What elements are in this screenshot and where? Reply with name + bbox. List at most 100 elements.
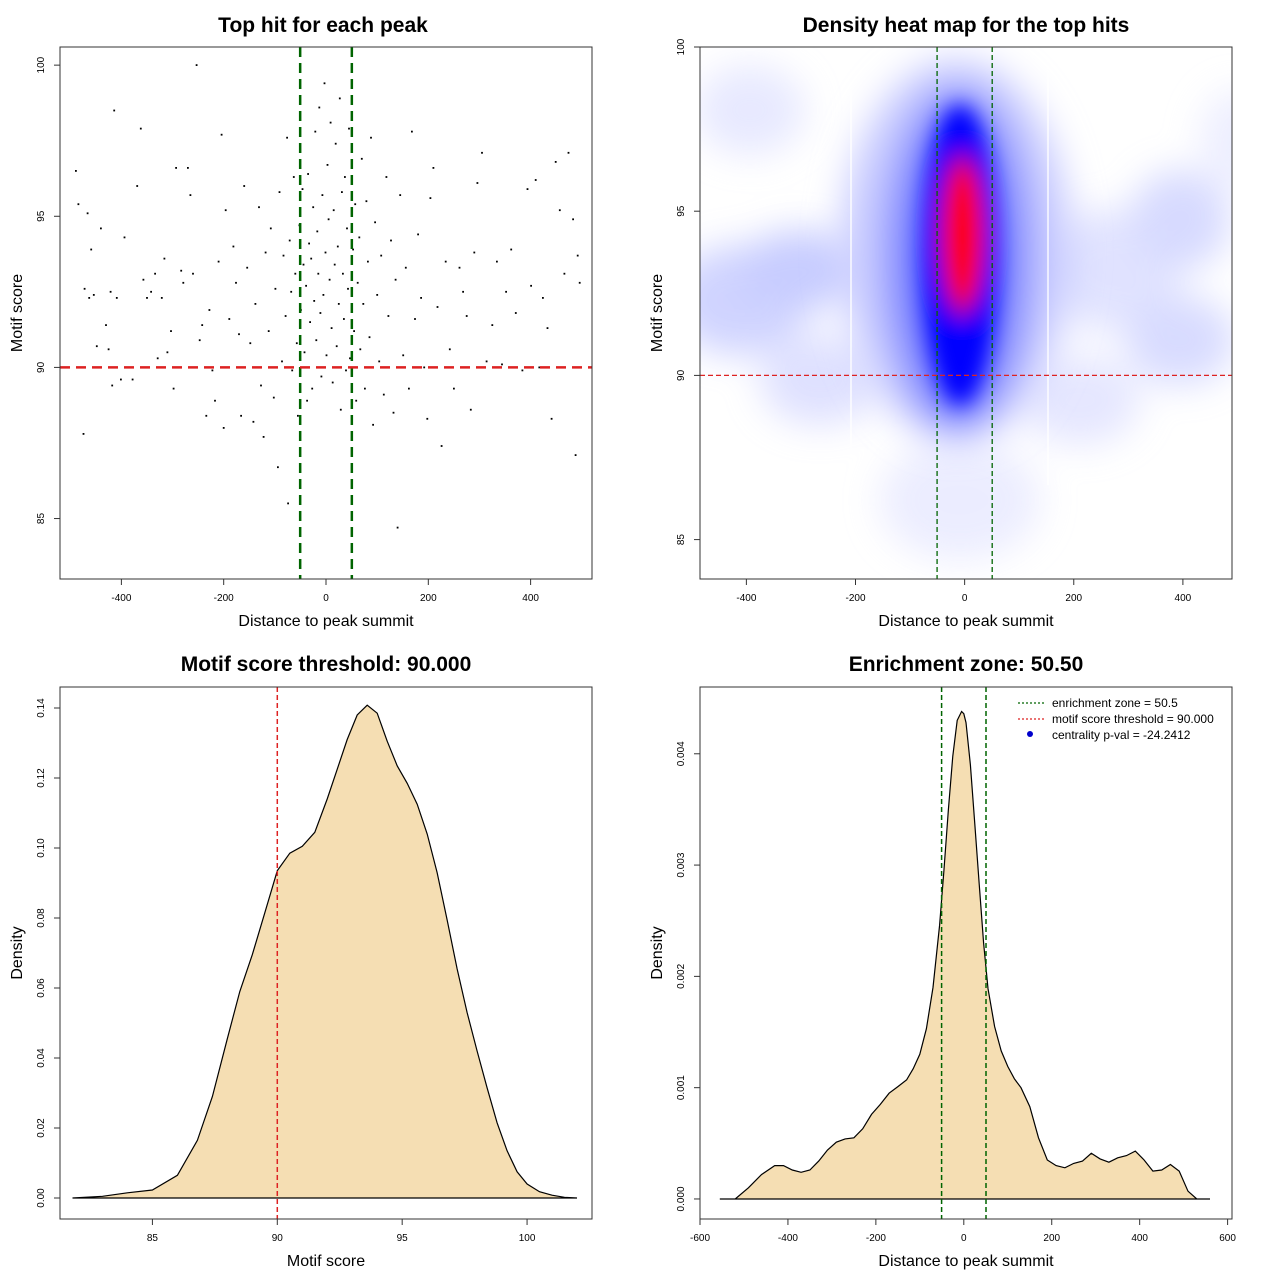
scatter-point [354,203,357,206]
scatter-point [267,330,270,332]
scatter-point [360,157,363,160]
scatter-point [465,315,468,317]
scatter-point [131,378,134,381]
x-tick-label: 200 [420,593,437,604]
scatter-point [476,182,479,184]
x-tick-label: 600 [1219,1233,1236,1244]
scatter-point [404,266,407,269]
scatter-point [303,351,306,354]
scatter-point [322,294,325,296]
scatter-point [306,399,308,402]
scatter-point [175,167,177,169]
scatter-point [321,194,324,196]
scatter-point [462,290,464,293]
scatter-point [282,254,285,257]
scatter-point [325,354,328,357]
x-tick-label: 100 [519,1233,536,1244]
scatter-point [327,218,330,221]
scatter-point [290,290,293,293]
scatter-point [362,303,365,305]
scatter-points [75,64,581,529]
x-tick-label: -200 [845,593,865,604]
y-tick-label: 0.00 [36,1188,47,1208]
scatter-point [367,260,369,263]
legend-label-threshold: motif score threshold = 90.000 [1052,712,1214,726]
scatter-point [286,136,288,139]
motif-density-chart: Motif score threshold: 90.000 85 90 95 100 … [9,653,593,1270]
scatter-point [345,369,347,372]
scatter-point [320,375,323,378]
scatter-point [365,200,368,203]
y-tick-label: 85 [676,534,687,546]
legend-key-pval [1027,731,1033,737]
scatter-point [262,436,265,438]
x-axis-label: Distance to peak summit [878,1253,1054,1270]
scatter-point [423,366,426,369]
scatter-point [302,263,305,266]
scatter-point [396,526,399,529]
chart-title: Top hit for each peak [218,14,428,37]
scatter-point [294,272,297,275]
scatter-point [355,399,358,402]
scatter-point [214,399,216,402]
y-tick-label: 0.06 [36,978,47,998]
scatter-point [308,242,310,245]
chart-title: Motif score threshold: 90.000 [181,653,472,676]
scatter-point [90,248,93,251]
scatter-point [154,272,156,275]
scatter-point [281,360,283,363]
scatter-point [440,445,443,447]
scatter-point [343,318,345,320]
scatter-point [100,227,102,230]
y-tick-label: 95 [676,205,687,217]
scatter-point [505,290,507,293]
scatter-point [432,167,435,169]
scatter-point [333,263,336,266]
scatter-point [277,466,279,469]
scatter-point [429,197,432,199]
scatter-point [180,269,183,272]
scatter-point [254,303,257,305]
scatter-point [331,381,334,384]
scatter-point [307,173,309,175]
y-tick-label: 0.14 [36,698,47,718]
legend: enrichment zone = 50.5 motif score thres… [1018,696,1214,742]
y-tick-label: 0.004 [676,741,687,766]
scatter-point [272,396,275,399]
scatter-point [378,360,381,363]
heatmap-chart: Density heat map for the top hits [649,14,1233,630]
x-tick-label: -400 [111,593,131,604]
y-tick-label: 90 [36,361,47,373]
scatter-point [341,191,343,193]
x-tick-label: 90 [272,1233,284,1244]
scatter-point [372,423,374,426]
scatter-point [567,151,570,154]
scatter-point [163,257,166,260]
scatter-point [264,251,267,254]
scatter-point [120,378,122,381]
scatter-point [414,318,416,320]
scatter-point [317,272,320,275]
scatter-point [376,294,379,296]
scatter-point [92,294,95,296]
scatter-point [287,502,289,505]
scatter-point [542,297,544,299]
scatter-point [496,260,498,263]
scatter-point [359,348,362,351]
scatter-point [146,297,148,299]
scatter-point [526,188,529,190]
y-axis-label: Motif score [649,274,666,352]
scatter-point [326,164,329,166]
x-tick-label: 85 [147,1233,159,1244]
scatter-point [408,387,410,390]
scatter-point [170,330,172,332]
scatter-point [374,221,376,224]
scatter-point [292,176,295,178]
scatter-point [558,209,561,212]
scatter-point [330,327,333,329]
scatter-point [195,64,198,66]
x-tick-label: 0 [323,593,329,604]
scatter-point [109,290,112,293]
scatter-point [436,306,439,308]
scatter-point [105,324,107,326]
